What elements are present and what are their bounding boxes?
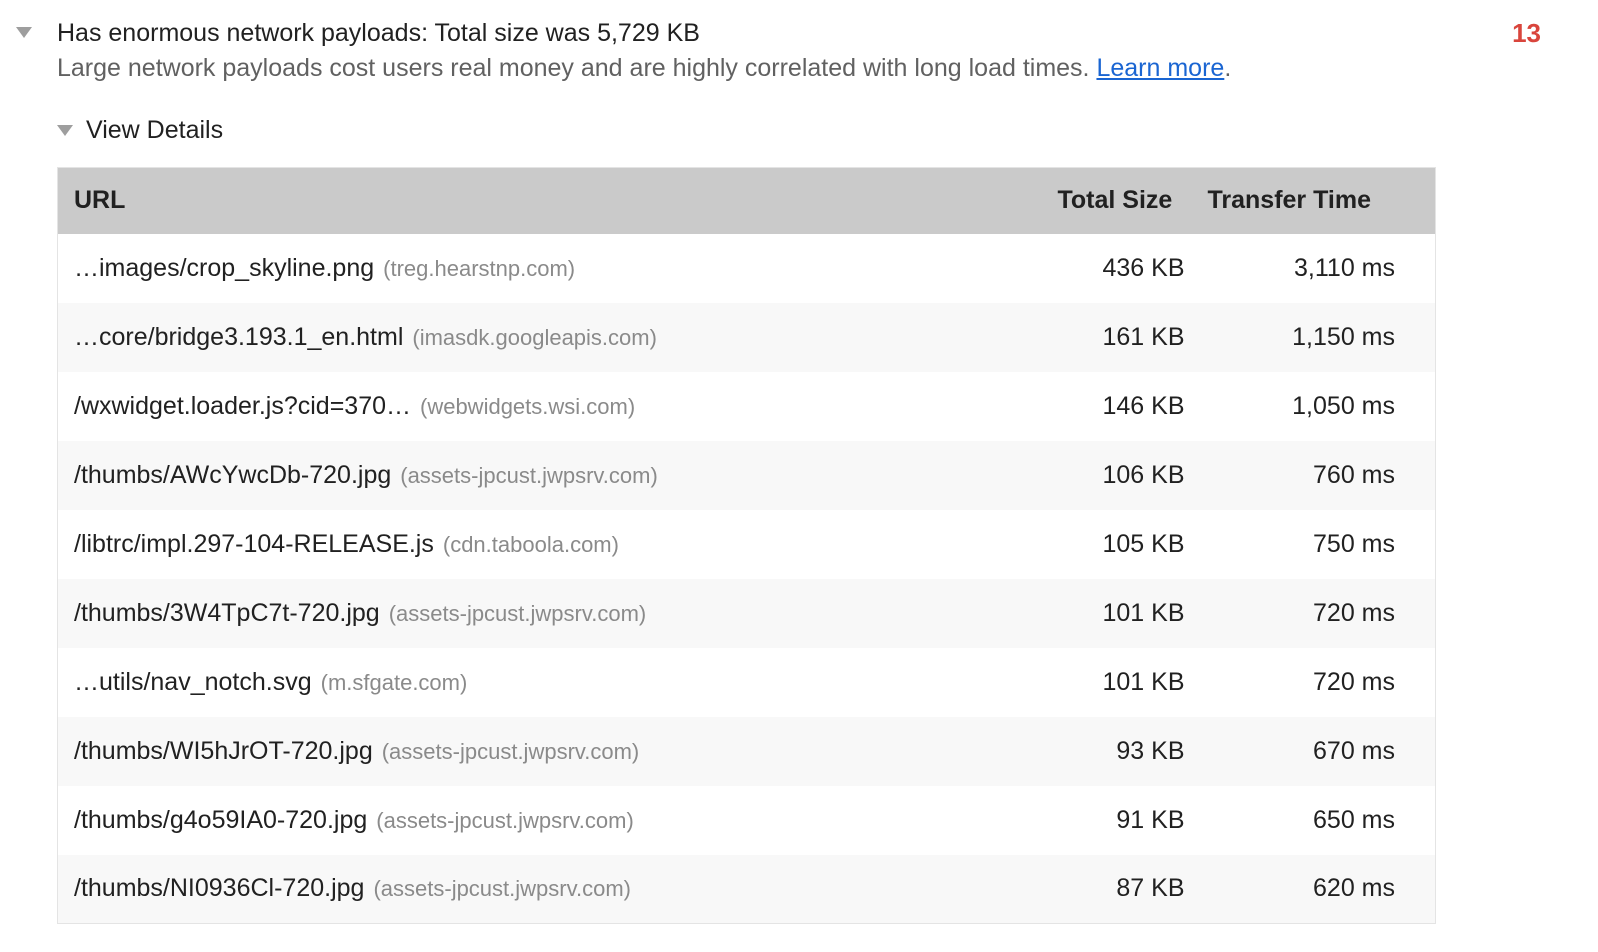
total-size-value: 101 KB (1102, 667, 1185, 696)
total-size-value: 146 KB (1102, 391, 1185, 420)
table-row: /thumbs/AWcYwcDb-720.jpg (assets-jpcust.j… (57, 440, 1436, 510)
url-cell: /wxwidget.loader.js?cid=370… (webwidgets.… (58, 372, 1058, 441)
transfer-time-value: 620 ms (1313, 874, 1395, 903)
total-size-value: 161 KB (1102, 322, 1185, 351)
column-header-total-size: Total Size (1057, 167, 1208, 234)
failing-count-badge: 13 (1512, 18, 1541, 48)
url-path: /wxwidget.loader.js?cid=370… (74, 391, 411, 420)
url-domain: (webwidgets.wsi.com) (420, 393, 636, 419)
collapse-arrow-icon[interactable] (16, 27, 32, 38)
url-cell: …images/crop_skyline.png (treg.hearstnp.c… (58, 234, 1058, 303)
url-path: /libtrc/impl.297-104-RELEASE.js (74, 529, 434, 558)
url-domain: (assets-jpcust.jwpsrv.com) (376, 807, 634, 833)
view-details-label: View Details (86, 116, 224, 144)
url-cell: …core/bridge3.193.1_en.html (imasdk.googl… (58, 303, 1058, 372)
table-row: /thumbs/g4o59IA0-720.jpg (assets-jpcust.j… (58, 786, 1436, 855)
transfer-time-value: 3,110 ms (1294, 253, 1395, 282)
url-cell: /thumbs/g4o59IA0-720.jpg (assets-jpcust.j… (58, 786, 1058, 855)
audit-title: Has enormous network payloads: Total siz… (57, 19, 700, 47)
network-payloads-table: URL Total Size Transfer Time …images/cro… (57, 167, 1436, 924)
url-cell: …utils/nav_notch.svg (m.sfgate.com) (58, 648, 1058, 717)
table-row: /thumbs/NI0936Cl-720.jpg (assets-jpcust.j… (57, 854, 1436, 924)
transfer-time-value: 760 ms (1313, 460, 1395, 489)
transfer-time-value: 1,050 ms (1292, 391, 1395, 420)
url-path: /thumbs/WI5hJrOT-720.jpg (74, 736, 373, 765)
url-path: /thumbs/3W4TpC7t-720.jpg (74, 598, 380, 627)
url-cell: /thumbs/3W4TpC7t-720.jpg (assets-jpcust.j… (58, 579, 1058, 648)
column-header-url: URL (57, 167, 1058, 234)
table-row: /thumbs/3W4TpC7t-720.jpg (assets-jpcust.j… (57, 578, 1436, 648)
total-size-value: 106 KB (1102, 460, 1185, 489)
url-path: …images/crop_skyline.png (74, 253, 375, 282)
url-path: …utils/nav_notch.svg (74, 667, 312, 696)
audit-description: Large network payloads cost users real m… (57, 51, 1512, 86)
url-domain: (assets-jpcust.jwpsrv.com) (373, 876, 631, 902)
audit-header-text: Has enormous network payloads: Total siz… (57, 16, 1512, 86)
url-domain: (imasdk.googleapis.com) (412, 324, 657, 350)
transfer-time-value: 650 ms (1313, 805, 1395, 834)
total-size-value: 91 KB (1116, 805, 1185, 834)
url-domain: (treg.hearstnp.com) (383, 255, 576, 281)
url-domain: (assets-jpcust.jwpsrv.com) (400, 462, 658, 488)
table-row: /thumbs/WI5hJrOT-720.jpg (assets-jpcust.j… (57, 716, 1436, 786)
url-domain: (m.sfgate.com) (320, 669, 468, 695)
total-size-value: 105 KB (1102, 529, 1185, 558)
url-path: /thumbs/NI0936Cl-720.jpg (74, 874, 365, 903)
transfer-time-value: 1,150 ms (1292, 322, 1395, 351)
table-row: …utils/nav_notch.svg (m.sfgate.com) 101 K… (58, 648, 1436, 717)
learn-more-link[interactable]: Learn more (1096, 54, 1225, 82)
url-path: …core/bridge3.193.1_en.html (74, 322, 404, 351)
url-path: /thumbs/AWcYwcDb-720.jpg (74, 460, 392, 489)
table-row: …images/crop_skyline.png (treg.hearstnp.c… (58, 234, 1436, 303)
table-row: /wxwidget.loader.js?cid=370… (webwidgets.… (58, 372, 1436, 441)
url-cell: /thumbs/WI5hJrOT-720.jpg (assets-jpcust.j… (58, 717, 1058, 786)
url-cell: /thumbs/AWcYwcDb-720.jpg (assets-jpcust.j… (58, 441, 1058, 510)
url-domain: (cdn.taboola.com) (442, 531, 619, 557)
table-row: /libtrc/impl.297-104-RELEASE.js (cdn.tabo… (58, 510, 1436, 579)
table-header-row: URL Total Size Transfer Time (57, 167, 1436, 234)
column-header-transfer-time: Transfer Time (1207, 167, 1436, 234)
transfer-time-value: 750 ms (1313, 529, 1395, 558)
view-details-toggle[interactable]: View Details (57, 116, 1598, 145)
url-domain: (assets-jpcust.jwpsrv.com) (381, 738, 640, 764)
learn-more-period: . (1224, 54, 1232, 82)
url-cell: /libtrc/impl.297-104-RELEASE.js (cdn.tabo… (58, 510, 1058, 579)
url-domain: (assets-jpcust.jwpsrv.com) (388, 600, 647, 626)
transfer-time-value: 720 ms (1313, 598, 1395, 627)
url-cell: /thumbs/NI0936Cl-720.jpg (assets-jpcust.j… (58, 855, 1058, 924)
total-size-value: 436 KB (1102, 253, 1185, 282)
total-size-value: 87 KB (1116, 874, 1185, 903)
audit-description-text: Large network payloads cost users real m… (57, 54, 1090, 82)
table-row: …core/bridge3.193.1_en.html (imasdk.googl… (57, 302, 1436, 372)
url-path: /thumbs/g4o59IA0-720.jpg (74, 805, 368, 834)
transfer-time-value: 670 ms (1313, 736, 1395, 765)
audit-panel: Has enormous network payloads: Total siz… (0, 0, 1598, 924)
transfer-time-value: 720 ms (1313, 667, 1395, 696)
total-size-value: 101 KB (1102, 598, 1185, 627)
chevron-down-icon (57, 125, 73, 136)
total-size-value: 93 KB (1116, 736, 1185, 765)
audit-header: Has enormous network payloads: Total siz… (0, 0, 1598, 86)
